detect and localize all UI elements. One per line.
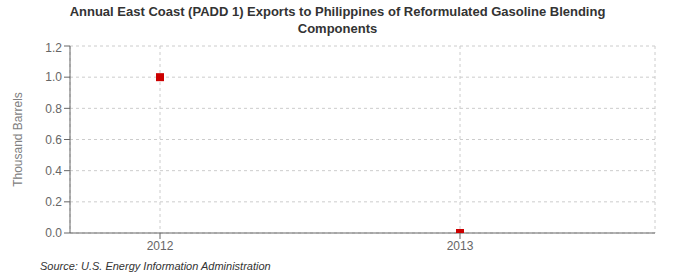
svg-text:1.2: 1.2 [45,41,62,55]
svg-text:2013: 2013 [447,239,474,253]
svg-text:Thousand Barrels: Thousand Barrels [11,92,25,187]
svg-text:0.8: 0.8 [45,102,62,116]
svg-text:1.0: 1.0 [45,70,62,84]
svg-text:0.0: 0.0 [45,226,62,240]
svg-text:0.2: 0.2 [45,195,62,209]
svg-text:0.4: 0.4 [45,164,62,178]
html-text:Annual East Coast (PADD 1) Exp: Annual East Coast (PADD 1) Exports to Ph… [69,4,606,36]
svg-text:2012: 2012 [147,239,174,253]
html-text:Source: U.S. Energy Informatio: Source: U.S. Energy Information Administ… [40,260,271,272]
svg-text:0.6: 0.6 [45,133,62,147]
